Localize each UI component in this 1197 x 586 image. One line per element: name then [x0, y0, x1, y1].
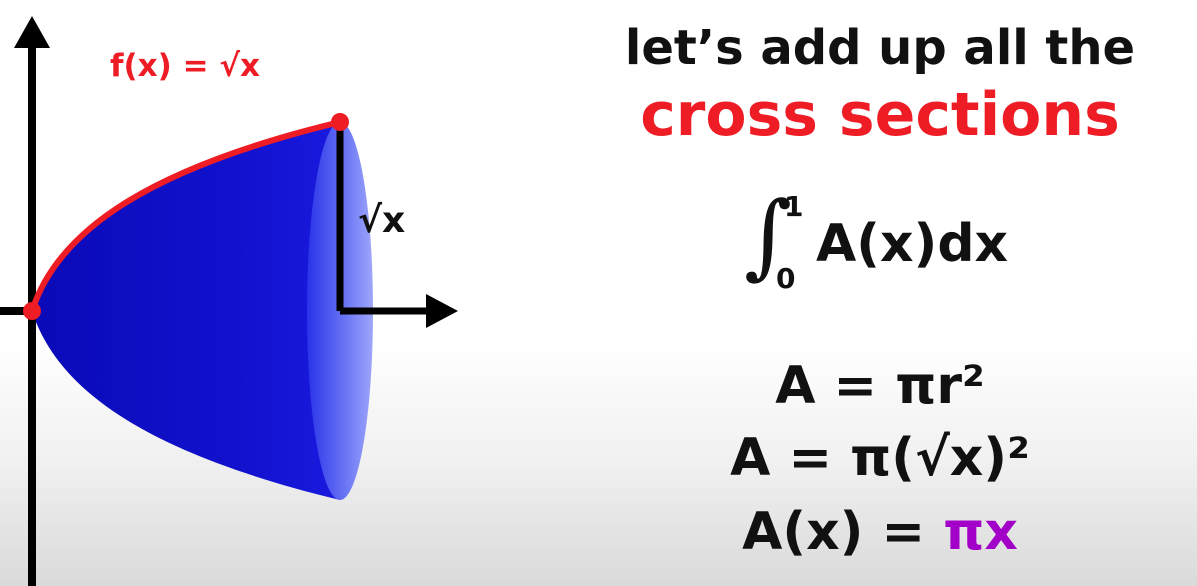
- heading-line-2: cross sections: [640, 80, 1120, 150]
- function-label: f(x) = √x: [110, 48, 261, 84]
- area-result: A(x) = πx: [620, 502, 1140, 562]
- area-result-lhs: A(x) =: [742, 502, 944, 562]
- curve-end-point: [331, 113, 349, 131]
- integral-lower-limit: 0: [776, 262, 796, 295]
- heading-line-1: let’s add up all the: [624, 20, 1136, 76]
- y-axis-arrow: [14, 16, 50, 48]
- integral-sign: ∫: [744, 182, 792, 289]
- integral-upper-limit: 1: [784, 190, 804, 223]
- area-result-x: x: [984, 502, 1018, 562]
- radius-label: √x: [358, 200, 406, 241]
- area-result-pi: π: [943, 502, 985, 562]
- area-formula: A = πr²: [775, 356, 985, 416]
- radius-axis-arrow: [426, 294, 458, 328]
- area-substitution: A = π(√x)²: [730, 428, 1030, 488]
- curve-start-point: [23, 302, 41, 320]
- solid-of-revolution: [32, 122, 340, 500]
- integrand: A(x)dx: [816, 214, 1009, 274]
- sqrt-curve: [29, 119, 343, 314]
